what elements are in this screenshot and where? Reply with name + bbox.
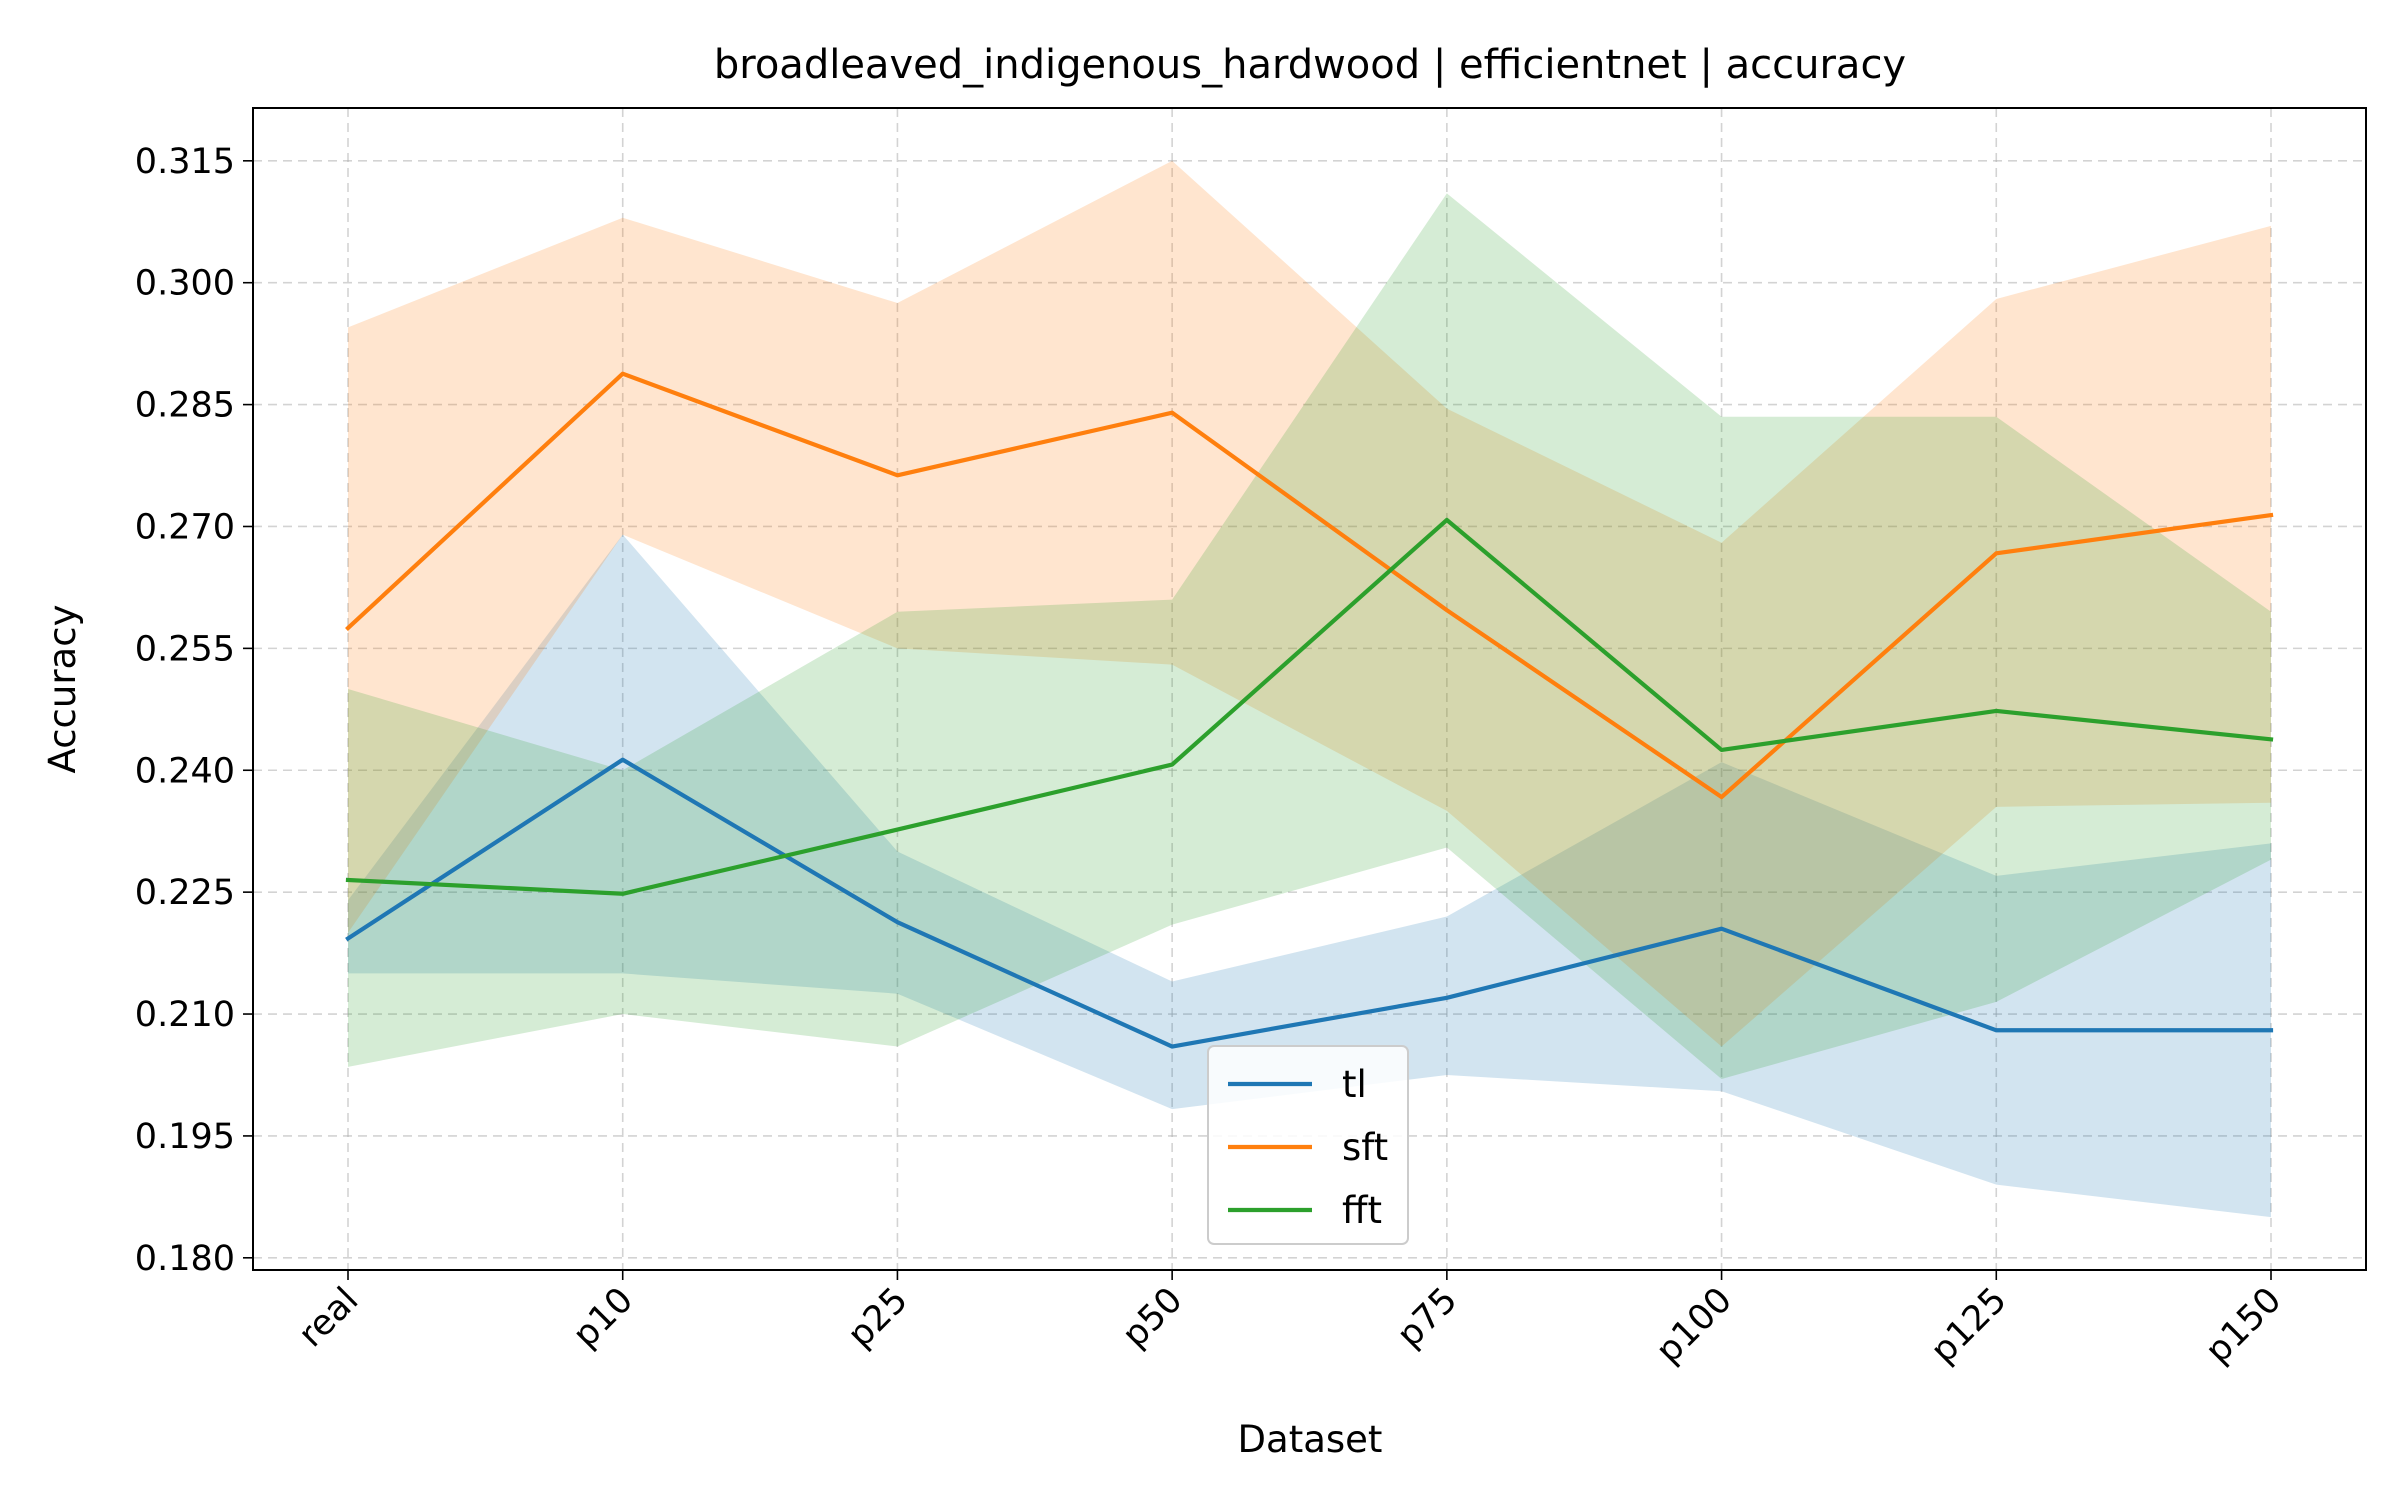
y-tick-label: 0.315 <box>135 142 235 182</box>
y-tick-label: 0.270 <box>135 507 235 547</box>
y-axis-title: Accuracy <box>41 605 84 774</box>
legend-label-fft: fft <box>1342 1189 1382 1232</box>
band-fft <box>348 193 2271 1080</box>
band-sft <box>348 160 2271 1047</box>
legend-label-sft: sft <box>1342 1126 1388 1169</box>
series-lines <box>345 371 2274 1049</box>
legend-label-tl: tl <box>1342 1063 1367 1106</box>
y-tick-label: 0.240 <box>135 751 235 791</box>
y-tick-label: 0.195 <box>135 1117 235 1157</box>
y-tick-label: 0.285 <box>135 386 235 426</box>
y-tick-label: 0.225 <box>135 873 235 913</box>
line-fft <box>345 517 2274 896</box>
band-tl <box>348 534 2271 1218</box>
y-tick-label: 0.180 <box>135 1239 235 1279</box>
y-tick-label: 0.210 <box>135 995 235 1035</box>
x-axis-title: Dataset <box>1238 1418 1383 1461</box>
y-tick-label: 0.255 <box>135 629 235 669</box>
confidence-bands <box>348 160 2271 1218</box>
y-axis: 0.180 0.195 0.210 0.225 0.240 0.255 0.270 0.285… <box>135 142 253 1279</box>
line-sft <box>345 371 2274 800</box>
legend: tl sft fft <box>1207 1045 1409 1245</box>
y-tick-label: 0.300 <box>135 264 235 304</box>
chart-title: broadleaved_indigenous_hardwood | effici… <box>714 42 1906 88</box>
plot-area-frame <box>252 107 2367 1271</box>
line-tl <box>345 757 2274 1049</box>
